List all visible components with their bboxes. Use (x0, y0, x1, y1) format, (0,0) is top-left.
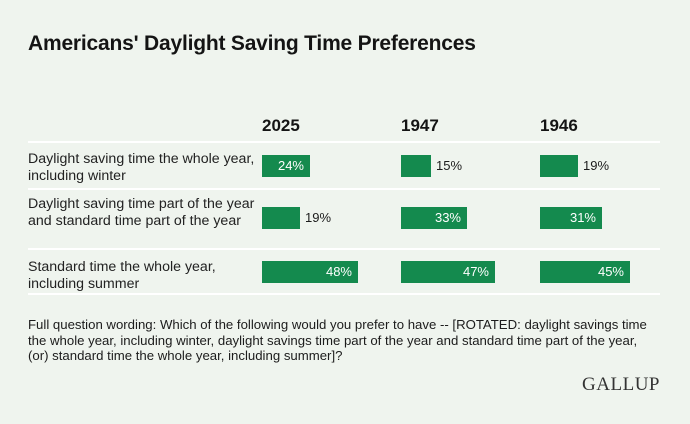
footnote: Full question wording: Which of the foll… (28, 317, 647, 363)
value-label-1946-row2: 31% (569, 210, 596, 225)
bar-2025-row1 (262, 155, 310, 177)
row-divider (28, 141, 660, 143)
bar-2025-row3 (262, 261, 358, 283)
row-divider (28, 248, 660, 250)
bar-1946-row1 (540, 155, 578, 177)
bar-1946-row3 (540, 261, 630, 283)
value-label-1947-row2: 33% (434, 210, 461, 225)
value-label-1947-row3: 47% (462, 264, 489, 279)
column-header-1946: 1946 (540, 116, 578, 135)
column-header-2025: 2025 (262, 116, 300, 135)
row-label-3: Standard time the whole year, including … (28, 259, 216, 292)
row-label-2: Daylight saving time part of the year an… (28, 196, 255, 229)
chart-title: Americans' Daylight Saving Time Preferen… (28, 32, 476, 55)
bar-1946-row2 (540, 207, 602, 229)
gallup-logo: GALLUP (582, 374, 660, 395)
value-label-2025-row3: 48% (325, 264, 352, 279)
column-header-1947: 1947 (401, 116, 439, 135)
value-label-2025-row1: 24% (277, 158, 304, 173)
bar-1947-row3 (401, 261, 495, 283)
bar-1947-row2 (401, 207, 467, 229)
bar-2025-row2 (262, 207, 300, 229)
row-label-1: Daylight saving time the whole year, inc… (28, 151, 255, 184)
row-divider (28, 293, 660, 295)
value-label-1946-row3: 45% (597, 264, 624, 279)
value-label-1946-row1: 19% (583, 158, 610, 173)
row-divider (28, 188, 660, 190)
bar-1947-row1 (401, 155, 431, 177)
value-label-1947-row1: 15% (436, 158, 463, 173)
value-label-2025-row2: 19% (305, 210, 332, 225)
